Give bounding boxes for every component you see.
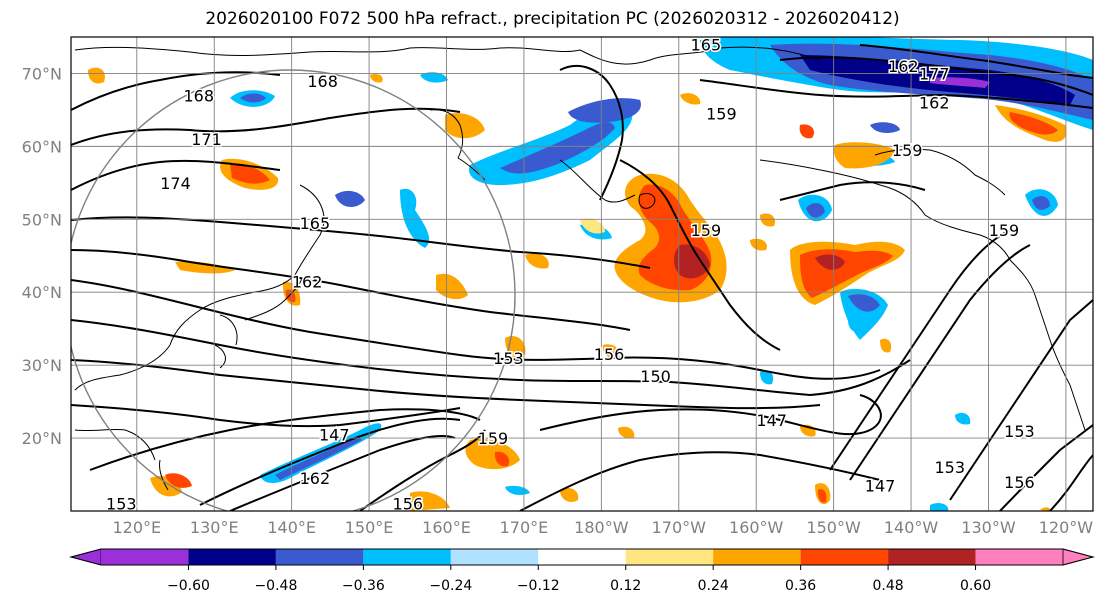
colorbar-segment <box>188 549 276 565</box>
contour-label: 159 <box>691 221 722 240</box>
map-frame <box>70 36 1094 512</box>
colorbar-segment <box>69 548 102 566</box>
contour-label: 162 <box>919 94 950 113</box>
contour-label: 147 <box>319 425 350 444</box>
contour-label: 162 <box>888 57 919 76</box>
colorbar-outline <box>69 548 1095 566</box>
contour-label: 147 <box>865 476 896 495</box>
colorbar-segment <box>888 549 976 565</box>
colorbar-segment <box>1062 548 1095 566</box>
range-circle <box>71 69 516 511</box>
contour-label: 168 <box>307 72 338 91</box>
contour-label: 159 <box>892 141 923 160</box>
colorbar-tick-label: −0.12 <box>517 578 560 594</box>
longitude-label: 160°W <box>729 518 784 537</box>
latitude-label: 40°N <box>22 283 62 302</box>
colorbar-tick-label: 0.60 <box>960 578 991 594</box>
longitude-label: 120°E <box>112 518 161 537</box>
contour-label: 153 <box>1004 422 1035 441</box>
contour-label: 162 <box>292 272 323 291</box>
colorbar-segment <box>800 549 889 565</box>
latitude-label: 20°N <box>22 429 62 448</box>
colorbar-segment <box>101 549 189 565</box>
contour-label: 156 <box>393 495 424 514</box>
longitude-label: 140°W <box>884 518 939 537</box>
contour-label: 150 <box>640 367 671 386</box>
strong-negative-spot <box>930 77 990 88</box>
contour-label: 174 <box>160 174 191 193</box>
map-title: 2026020100 F072 500 hPa refract., precip… <box>205 9 900 29</box>
colorbar-segment <box>450 549 539 565</box>
contour-label: 156 <box>594 345 625 364</box>
colorbar-segment <box>275 549 364 565</box>
colorbar-tick-label: 0.12 <box>610 578 641 594</box>
colorbar <box>69 548 1095 566</box>
longitude-label: 150°W <box>806 518 861 537</box>
contour-label: 159 <box>989 221 1020 240</box>
colorbar-tick-label: −0.24 <box>429 578 472 594</box>
contour-label: 153 <box>493 349 524 368</box>
colorbar-tick-labels: −0.60 −0.48 −0.36 −0.24 −0.12 0.12 0.24 0.36 0.4… <box>167 565 991 594</box>
colorbar-segment <box>625 549 714 565</box>
latitude-labels: 70°N 60°N 50°N 40°N 30°N 20°N <box>22 64 62 448</box>
longitude-label: 160°E <box>422 518 471 537</box>
longitude-label: 170°E <box>500 518 549 537</box>
longitude-label: 130°W <box>961 518 1016 537</box>
colorbar-segment <box>538 549 626 565</box>
longitude-labels: 120°E 130°E 140°E 150°E 160°E 170°E 180°W 170°W… <box>112 518 1093 537</box>
longitude-label: 140°E <box>267 518 316 537</box>
colorbar-tick-label: 0.36 <box>785 578 816 594</box>
contour-label: 168 <box>183 86 214 105</box>
longitude-label: 170°W <box>652 518 707 537</box>
colorbar-segment <box>363 549 451 565</box>
longitude-label: 120°W <box>1039 518 1094 537</box>
contour-label: 162 <box>300 469 331 488</box>
precipitation-shading <box>88 37 1093 511</box>
contour-label: 171 <box>191 130 222 149</box>
contour-label: 156 <box>1004 473 1035 492</box>
colorbar-segment <box>975 549 1063 565</box>
latitude-label: 60°N <box>22 137 62 156</box>
colorbar-tick-label: −0.48 <box>254 578 297 594</box>
contour-label: 153 <box>934 458 965 477</box>
contour-label: 159 <box>706 105 737 124</box>
longitude-label: 130°E <box>190 518 239 537</box>
contour-label: 153 <box>106 495 137 514</box>
colorbar-tick-label: −0.60 <box>167 578 210 594</box>
graticule <box>71 37 1093 511</box>
longitude-label: 180°W <box>574 518 629 537</box>
colorbar-tick-label: 0.24 <box>698 578 729 594</box>
contour-lines <box>71 44 1093 511</box>
coastlines <box>74 46 1086 491</box>
contour-label: 159 <box>478 429 509 448</box>
colorbar-segment <box>713 549 801 565</box>
latitude-label: 50°N <box>22 210 62 229</box>
colorbar-tick-label: −0.36 <box>342 578 385 594</box>
contour-label: 177 <box>919 64 950 83</box>
latitude-label: 70°N <box>22 64 62 83</box>
longitude-label: 150°E <box>345 518 394 537</box>
contour-label: 165 <box>691 35 722 54</box>
negative-anomaly-okhotsk-core <box>500 122 615 174</box>
contour-label: 165 <box>300 214 331 233</box>
latitude-label: 30°N <box>22 356 62 375</box>
colorbar-tick-label: 0.48 <box>873 578 904 594</box>
contour-label: 147 <box>756 411 787 430</box>
